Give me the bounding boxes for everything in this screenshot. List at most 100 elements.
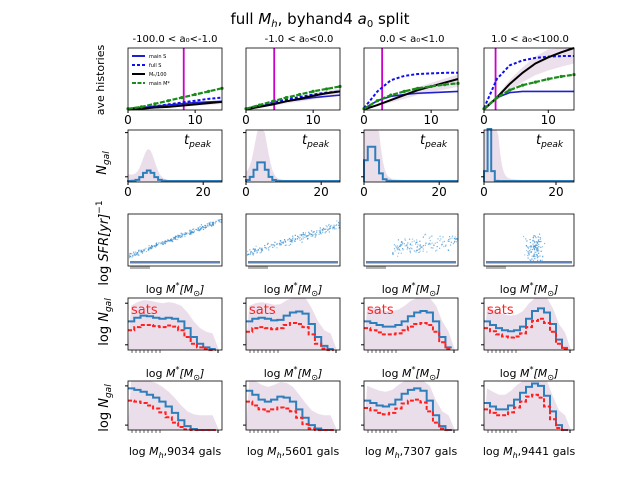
sfr-point [535,253,537,256]
sfr-point [156,244,158,246]
sfr-point [428,237,430,239]
sfr-point [131,256,133,258]
sfr-point [171,240,173,242]
sfr-point [260,251,262,253]
title-m: M [258,10,271,28]
sfr-point [447,240,449,242]
sfr-point [181,234,184,236]
sfr-point [536,244,538,246]
sfr-point [534,256,536,258]
sfr-point [324,228,326,230]
logngal1-pre: log [97,322,112,346]
sfr-point [253,252,255,255]
sfr-point [300,234,303,236]
sfr-point [177,235,179,237]
sfr-point [448,236,451,238]
sfr-point [530,246,532,248]
axes-frame [127,213,223,267]
sfr-point [311,235,314,237]
sfr-point [251,253,254,255]
bottom-h: h [159,451,164,460]
sfr-point [177,234,179,236]
panel-r5-c1: log Mh,9034 gals [125,380,223,460]
sfr-point [402,248,404,250]
sfr-point [198,230,200,232]
sfr-point [422,248,424,250]
mstar-marker [166,99,170,103]
sfr-point [449,238,451,240]
sfr-point [318,233,320,235]
sfr-point [188,232,190,234]
sfr-point [424,233,427,235]
sfr-point [153,245,155,247]
quenched-floor [486,261,572,264]
sats-annotation: sats [487,303,514,318]
sfr-point [192,228,194,230]
sfr-point [289,240,291,242]
series-m-h-100 [245,90,341,111]
sfr-point [333,228,335,230]
sfr-point [251,252,254,254]
tpeak-sub: peak [424,140,448,150]
quenched-floor [130,261,220,264]
axes-frame [483,47,575,111]
sfr-point [422,250,424,252]
sfr-point [276,247,278,249]
sfr-point [212,223,214,225]
sfr-point [532,236,535,238]
sats-annotation: sats [367,303,394,318]
sfr-point [392,253,394,255]
sfr-point [193,228,195,230]
sfr-point [533,248,535,251]
bottom-m: M [503,445,513,458]
sfr-point [274,245,276,247]
sfr-point [420,246,422,248]
bottom-pre: log [247,445,267,458]
sfr-point [530,248,532,250]
mstar-sun: ⊙ [429,289,436,298]
sfr-point [407,246,409,248]
mstar-marker [311,89,315,93]
sfr-point [319,231,321,234]
sfr-point [309,232,311,235]
sfr-point [302,232,304,234]
sfr-point [143,250,145,252]
mstar-step-sats [484,393,568,431]
sfr-point [296,235,299,237]
sfr-point [158,242,160,244]
bottom-pre: log [129,445,149,458]
sfr-point [530,245,532,247]
sfr-point [527,247,530,249]
sfr-point [403,243,406,245]
sfr-point [413,250,416,252]
sfr-point [144,248,146,250]
sfr-point [142,249,144,251]
sfr-point [150,247,152,249]
sfr-point [419,244,421,246]
axes-frame [127,380,223,431]
sfr-point [214,223,216,225]
sfr-point [408,238,411,240]
sfr-point [141,252,144,254]
sfr-point [535,250,538,252]
panel-r2-c4: tpeak 0 20 [480,127,575,199]
sfr-point [542,255,544,257]
xtick-label: 0 [242,113,250,127]
sfr-point [302,233,304,235]
sfr-point [281,241,283,243]
xtick-label: 0 [360,185,368,199]
sfr-point [528,252,530,254]
bottom-gals: ,9441 gals [518,445,576,458]
panel-r3-c1: log M*[M⊙] [127,213,223,298]
sfr-point [254,248,256,250]
mstar-sup: * [293,365,297,374]
mstar-close: ] [435,367,440,380]
sfr-point [177,236,179,239]
sfr-point [296,237,299,240]
sfr-point [255,250,257,252]
title-h: h [271,19,277,30]
sfr-point [271,243,273,246]
sfr-point [538,233,541,235]
panel-r2-c3: tpeak 0 20 [360,129,459,199]
sfr-point [177,236,179,238]
